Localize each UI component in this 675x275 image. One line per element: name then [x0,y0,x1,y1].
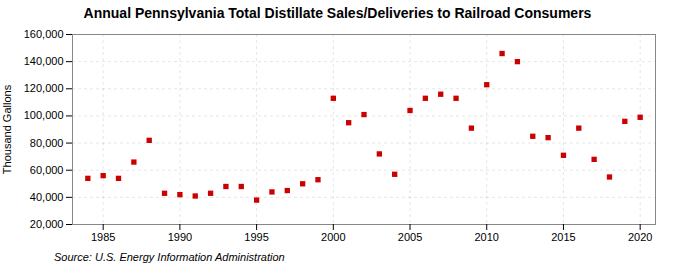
svg-text:20,000: 20,000 [30,218,64,230]
svg-text:140,000: 140,000 [24,55,64,67]
svg-text:1990: 1990 [168,231,192,243]
svg-text:Thousand Gallons: Thousand Gallons [1,84,13,174]
html-text:Annual Pennsylvania Total Dist: Annual Pennsylvania Total Distillate Sal… [83,5,592,21]
svg-text:160,000: 160,000 [24,28,64,40]
html-text:Source: U.S. Energy Informatio: Source: U.S. Energy Information Administ… [54,251,285,263]
svg-text:2015: 2015 [551,231,575,243]
svg-text:120,000: 120,000 [24,82,64,94]
svg-text:2000: 2000 [321,231,345,243]
svg-text:1985: 1985 [91,231,115,243]
svg-text:1995: 1995 [244,231,268,243]
svg-text:100,000: 100,000 [24,109,64,121]
svg-text:60,000: 60,000 [30,164,64,176]
svg-text:40,000: 40,000 [30,191,64,203]
svg-text:80,000: 80,000 [30,137,64,149]
svg-text:2020: 2020 [628,231,652,243]
svg-text:2010: 2010 [474,231,498,243]
svg-text:2005: 2005 [398,231,422,243]
